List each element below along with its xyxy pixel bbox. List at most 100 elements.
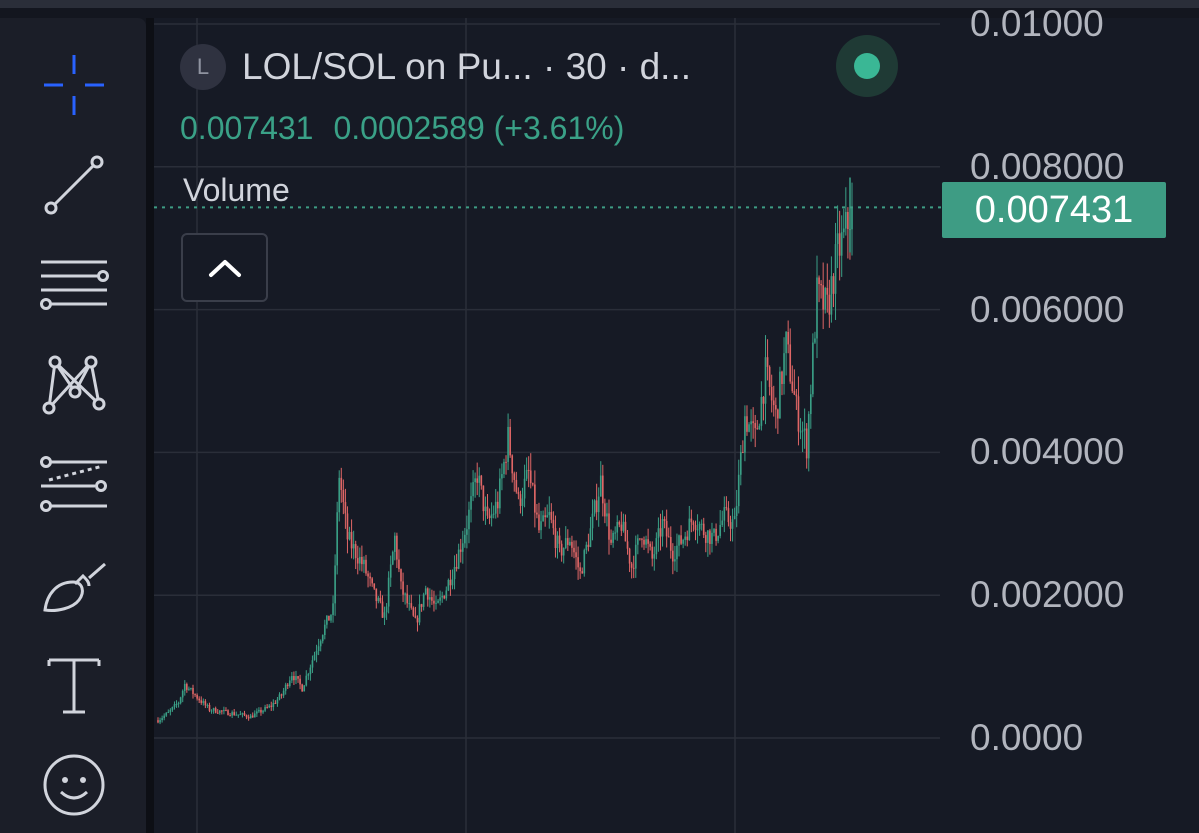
horizontal-lines-tool-button[interactable] [34, 250, 114, 320]
candle [266, 704, 268, 709]
candle [231, 710, 233, 718]
candle [803, 408, 806, 449]
candle [167, 709, 170, 714]
candle [264, 704, 266, 713]
candle [251, 712, 254, 718]
candle [842, 208, 845, 239]
candle [678, 534, 680, 557]
candle [507, 413, 509, 471]
candle [704, 531, 707, 553]
candle [680, 525, 682, 546]
candle [770, 374, 773, 413]
candle [597, 487, 600, 527]
brush-tool-button[interactable] [34, 550, 114, 620]
candle [834, 222, 837, 320]
candle [260, 707, 262, 716]
candle [816, 255, 818, 359]
candle [179, 696, 182, 705]
candle [801, 421, 804, 453]
candle [657, 517, 660, 552]
candle [783, 337, 785, 395]
candle [361, 545, 363, 572]
candle [626, 530, 629, 555]
candle [639, 538, 641, 541]
market-status-indicator[interactable] [836, 35, 898, 97]
candle [562, 547, 565, 564]
candle [225, 707, 227, 712]
candle [824, 286, 827, 314]
candle [573, 540, 575, 559]
candle [288, 676, 291, 688]
text-tool-button[interactable] [34, 650, 114, 720]
candle [721, 510, 724, 527]
candle [488, 508, 491, 525]
candle [494, 489, 497, 519]
candle [321, 634, 324, 644]
drawing-toolbar [0, 18, 146, 833]
chart-panel[interactable] [154, 18, 1199, 833]
candle [531, 482, 534, 487]
candle [669, 526, 672, 559]
candle [484, 496, 487, 525]
trend-line-icon [44, 155, 104, 215]
crosshair-tool-button[interactable] [34, 50, 114, 120]
candle [330, 614, 332, 623]
candle [709, 528, 711, 555]
axis-tick-label: 0.008000 [970, 145, 1125, 187]
candle [198, 696, 201, 704]
candle [433, 590, 435, 612]
emoji-tool-button[interactable] [34, 750, 114, 820]
candle [618, 520, 621, 528]
volume-indicator-label[interactable]: Volume [183, 172, 290, 208]
candle [169, 708, 172, 716]
candle [672, 543, 674, 575]
candle [183, 680, 186, 696]
symbol-title[interactable]: LOL/SOL on Pu... · 30 · d... [242, 46, 692, 87]
candle [558, 527, 561, 553]
candle [307, 672, 310, 680]
candle [332, 595, 334, 623]
candle [338, 470, 341, 522]
candle [472, 470, 474, 502]
candle [643, 536, 645, 550]
candle [739, 444, 742, 486]
pattern-tool-button[interactable] [34, 350, 114, 420]
candle [342, 479, 345, 515]
candle [227, 709, 229, 716]
candle [799, 418, 802, 440]
candle [762, 395, 765, 421]
candle [334, 554, 336, 616]
candle [299, 674, 301, 690]
candle [216, 709, 219, 714]
trend-line-tool-button[interactable] [34, 150, 114, 220]
candle [513, 471, 516, 492]
candle [233, 709, 236, 716]
candle [511, 454, 514, 483]
candle [847, 207, 849, 259]
prediction-tool-button[interactable] [34, 450, 114, 520]
candle [309, 664, 312, 681]
candle [379, 590, 382, 604]
candle [346, 506, 349, 554]
collapse-legend-button[interactable] [181, 233, 268, 302]
candle [711, 522, 713, 553]
candle [161, 715, 163, 723]
candle [536, 504, 538, 519]
symbol-legend[interactable]: L LOL/SOL on Pu... · 30 · d... [180, 44, 691, 90]
candle [632, 555, 635, 579]
candle [725, 496, 728, 511]
candle [766, 339, 769, 381]
candle [779, 366, 781, 419]
axis-tick-label: 0.002000 [970, 574, 1125, 616]
candle [363, 556, 365, 573]
candle [350, 519, 353, 559]
candle [820, 280, 822, 299]
candle [159, 717, 161, 725]
candle [424, 585, 427, 595]
candle [674, 545, 676, 571]
candle [398, 549, 400, 573]
candle [750, 409, 752, 442]
candle [793, 369, 796, 396]
candle [534, 470, 536, 528]
